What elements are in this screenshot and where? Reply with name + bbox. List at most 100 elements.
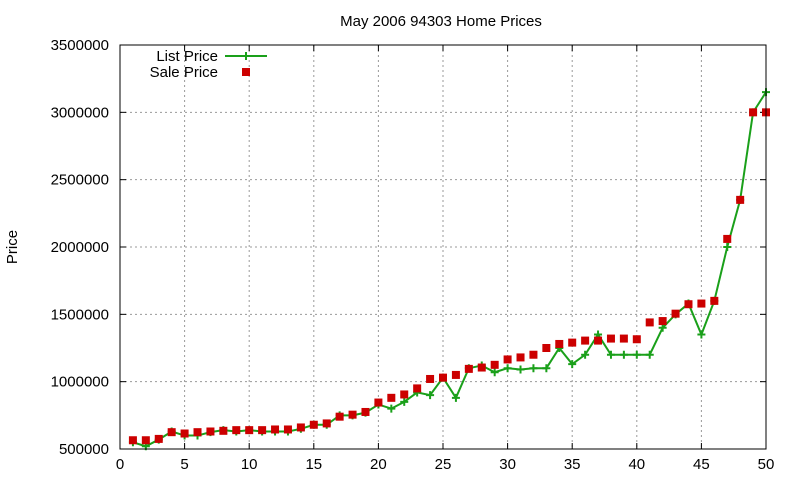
x-tick-label: 5 <box>180 456 188 473</box>
y-tick-label: 1000000 <box>51 374 109 391</box>
sale-price-point <box>361 407 370 416</box>
x-tick-label: 35 <box>564 456 581 473</box>
sale-price-point <box>387 393 396 402</box>
sale-price-point <box>710 296 719 305</box>
sale-price-point <box>516 353 525 362</box>
x-tick-label: 15 <box>305 456 322 473</box>
sale-price-point <box>271 425 280 434</box>
sale-price-point <box>439 373 447 382</box>
list-price-point <box>632 350 641 359</box>
x-tick-label: 0 <box>116 456 124 473</box>
list-price-point <box>451 393 460 402</box>
sale-price-point <box>723 234 732 243</box>
sale-price-point <box>490 360 499 369</box>
sale-price-point <box>529 350 538 359</box>
x-tick-label: 30 <box>499 456 516 473</box>
sale-price-point <box>348 410 357 419</box>
sale-price-point <box>296 423 305 432</box>
x-tick-label: 40 <box>628 456 645 473</box>
sale-price-point <box>645 318 654 327</box>
sale-price-point <box>309 420 318 429</box>
sale-price-point <box>374 398 383 407</box>
x-tick-label: 50 <box>758 456 775 473</box>
sale-price-point <box>232 426 241 435</box>
y-tick-label: 500000 <box>59 441 109 458</box>
series-list-price <box>128 88 770 451</box>
y-tick-label: 3500000 <box>51 37 109 54</box>
legend-square-swatch <box>242 68 250 76</box>
sale-price-point <box>477 363 486 372</box>
x-tick-label: 20 <box>370 456 387 473</box>
y-tick-label: 1500000 <box>51 306 109 323</box>
y-tick-label: 3000000 <box>51 104 109 121</box>
sale-price-point <box>167 428 176 437</box>
sale-price-point <box>581 336 590 345</box>
list-price-point <box>400 397 409 406</box>
x-tick-label: 25 <box>435 456 452 473</box>
chart-title: May 2006 94303 Home Prices <box>340 13 542 30</box>
axis-ticks: 0 5 10 15 20 25 30 35 40 45 50 500000 1000000 1500000… <box>51 37 775 473</box>
legend-label: Sale Price <box>150 64 218 81</box>
sale-price-point <box>426 374 435 383</box>
plot-frame <box>119 44 767 450</box>
sale-price-point <box>258 426 267 435</box>
sale-price-point <box>736 195 745 204</box>
sale-price-point <box>128 436 137 445</box>
sale-price-point <box>322 419 331 428</box>
grid-lines <box>120 45 766 449</box>
list-price-point <box>568 360 577 369</box>
list-price-point <box>529 364 538 373</box>
list-price-point <box>723 243 732 251</box>
list-price-line <box>132 91 767 448</box>
sale-price-point <box>245 426 254 435</box>
x-tick-label: 10 <box>241 456 258 473</box>
sale-price-point <box>632 335 641 344</box>
sale-price-point <box>684 300 693 309</box>
sale-price-point <box>503 355 512 364</box>
sale-price-point <box>180 429 189 438</box>
sale-price-point <box>594 336 603 345</box>
y-axis-label: Price <box>4 230 21 264</box>
legend-plus-swatch <box>242 52 250 60</box>
sale-price-point <box>335 412 344 421</box>
y-tick-label: 2000000 <box>51 239 109 256</box>
sale-price-point <box>451 370 460 379</box>
list-price-point <box>542 364 551 373</box>
list-price-point <box>606 350 615 359</box>
sale-price-point <box>749 108 758 117</box>
list-price-point <box>581 350 590 359</box>
list-price-point <box>516 365 525 374</box>
sale-price-point <box>619 334 628 343</box>
legend-label: List Price <box>156 48 218 65</box>
x-tick-label: 45 <box>693 456 710 473</box>
list-price-point <box>645 350 654 359</box>
sale-price-point <box>193 428 202 437</box>
sale-price-point <box>206 427 215 436</box>
sale-price-point <box>400 390 409 399</box>
sale-price-point <box>697 299 706 308</box>
list-price-point <box>697 330 706 339</box>
list-price-point <box>658 323 667 332</box>
sale-price-point <box>154 434 163 443</box>
series-layer <box>128 88 770 451</box>
series-sale-price <box>128 108 770 445</box>
sale-price-point <box>568 338 577 347</box>
sale-price-point <box>658 317 667 326</box>
sale-price-point <box>283 425 292 434</box>
sale-price-point <box>464 364 473 373</box>
sale-price-point <box>219 426 228 435</box>
list-price-point <box>619 350 628 359</box>
sale-price-point <box>555 339 564 348</box>
sale-price-point <box>606 334 615 343</box>
sale-price-point <box>413 384 422 393</box>
list-price-point <box>490 368 499 377</box>
list-price-point <box>387 404 396 413</box>
sale-price-point <box>542 344 551 352</box>
sale-price-point <box>141 436 150 445</box>
list-price-point <box>426 391 435 400</box>
sale-price-point <box>671 309 680 318</box>
y-tick-label: 2500000 <box>51 172 109 189</box>
